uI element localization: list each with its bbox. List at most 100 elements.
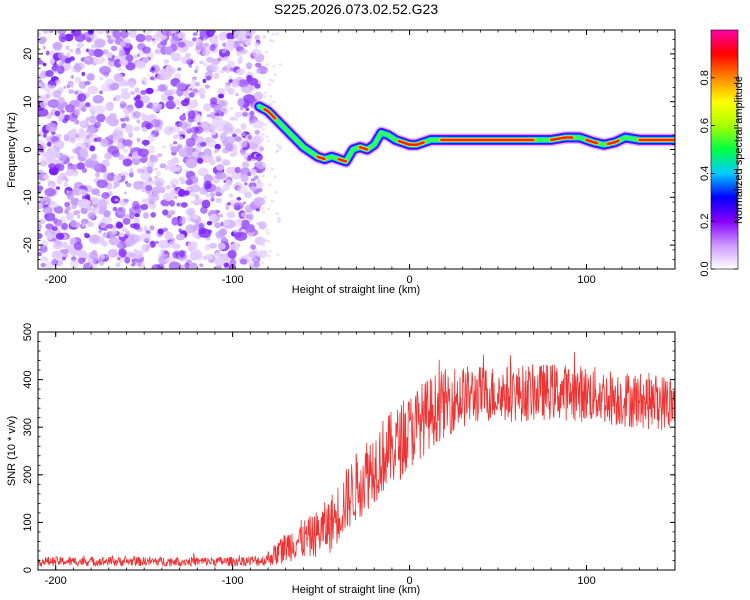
noise-blob (98, 219, 108, 229)
noise-blob (212, 214, 218, 220)
noise-blob (220, 69, 225, 74)
noise-blob (69, 100, 80, 108)
noise-blob (248, 213, 254, 221)
noise-blob (261, 261, 265, 265)
noise-blob (157, 43, 162, 49)
snr-xtick-label: -100 (222, 575, 244, 587)
noise-blob (94, 171, 100, 178)
noise-blob (69, 136, 76, 142)
noise-blob (244, 182, 248, 186)
noise-blob (265, 135, 269, 138)
noise-blob (159, 163, 167, 169)
noise-blob (160, 248, 165, 254)
noise-blob (192, 32, 198, 36)
noise-blob (177, 188, 186, 197)
noise-blob (217, 57, 222, 62)
noise-blob (84, 102, 91, 108)
noise-blob (77, 198, 91, 209)
noise-blob (177, 67, 182, 71)
noise-blob (256, 153, 261, 157)
noise-blob (52, 85, 56, 89)
noise-blob (271, 79, 275, 83)
noise-blob (252, 120, 265, 129)
noise-blob (64, 201, 71, 208)
noise-blob (45, 201, 48, 205)
noise-blob (168, 165, 179, 173)
noise-blob (79, 120, 87, 126)
snr-x-axis: -200 -100 0 100 (37, 332, 676, 587)
noise-blob (62, 242, 69, 248)
noise-blob (113, 174, 122, 182)
noise-blob (141, 139, 150, 146)
noise-blob (224, 45, 229, 51)
noise-blob (75, 119, 80, 125)
noise-blob (45, 91, 53, 98)
noise-blob (60, 249, 66, 254)
noise-blob (197, 157, 204, 164)
noise-blob (203, 103, 212, 112)
noise-blob (254, 83, 261, 89)
noise-blob (254, 181, 264, 189)
noise-blob (253, 175, 259, 180)
noise-blob (112, 206, 118, 212)
noise-blob (38, 144, 44, 153)
noise-blob (233, 183, 237, 187)
noise-blob (164, 165, 169, 171)
noise-blob (152, 105, 162, 113)
noise-blob (66, 212, 74, 221)
noise-blob (209, 192, 216, 198)
noise-blob (262, 127, 266, 131)
noise-blob (194, 147, 202, 153)
noise-blob (88, 104, 95, 113)
noise-blob (85, 57, 90, 61)
noise-blob (206, 75, 212, 81)
noise-blob (149, 76, 155, 81)
noise-blob (276, 253, 280, 257)
noise-blob (122, 139, 133, 147)
noise-blob (257, 179, 261, 183)
noise-blob (92, 95, 104, 104)
noise-blob (125, 182, 132, 188)
noise-blob (171, 217, 179, 226)
noise-blob (96, 136, 102, 142)
noise-blob (189, 251, 199, 261)
noise-blob (58, 33, 68, 43)
noise-blob (214, 186, 222, 195)
noise-blob (277, 220, 281, 224)
noise-blob (153, 177, 165, 187)
noise-blob (227, 249, 237, 259)
noise-blob (124, 256, 131, 264)
colorbar-tick-label: 0.6 (699, 118, 711, 133)
spec-ytick-label: -20 (22, 237, 34, 253)
noise-blob (77, 214, 81, 219)
noise-blob (140, 203, 149, 211)
noise-blob (214, 222, 222, 229)
noise-blob (54, 63, 59, 68)
noise-blob (209, 159, 216, 166)
noise-blob (172, 30, 177, 34)
noise-blob (152, 186, 162, 195)
noise-blob (127, 107, 134, 113)
noise-blob (106, 52, 113, 59)
noise-blob (278, 63, 283, 66)
noise-blob (253, 91, 264, 100)
colorbar-ticks: 0.0 0.2 0.4 0.6 0.8 (699, 70, 738, 277)
noise-blob (133, 262, 136, 266)
noise-blob (264, 50, 268, 54)
noise-blob (78, 129, 86, 138)
noise-blob (229, 106, 234, 111)
noise-blob (49, 57, 55, 65)
noise-blob (97, 199, 107, 208)
noise-blob (56, 65, 65, 74)
noise-blob (201, 46, 206, 52)
noise-blob (120, 30, 129, 39)
noise-blob (261, 200, 266, 204)
noise-blob (38, 82, 43, 86)
noise-blob (117, 142, 122, 146)
noise-blob (93, 55, 106, 65)
noise-blob (136, 168, 144, 174)
noise-blob (136, 261, 142, 267)
noise-blob (252, 172, 256, 176)
noise-blob (133, 126, 140, 131)
